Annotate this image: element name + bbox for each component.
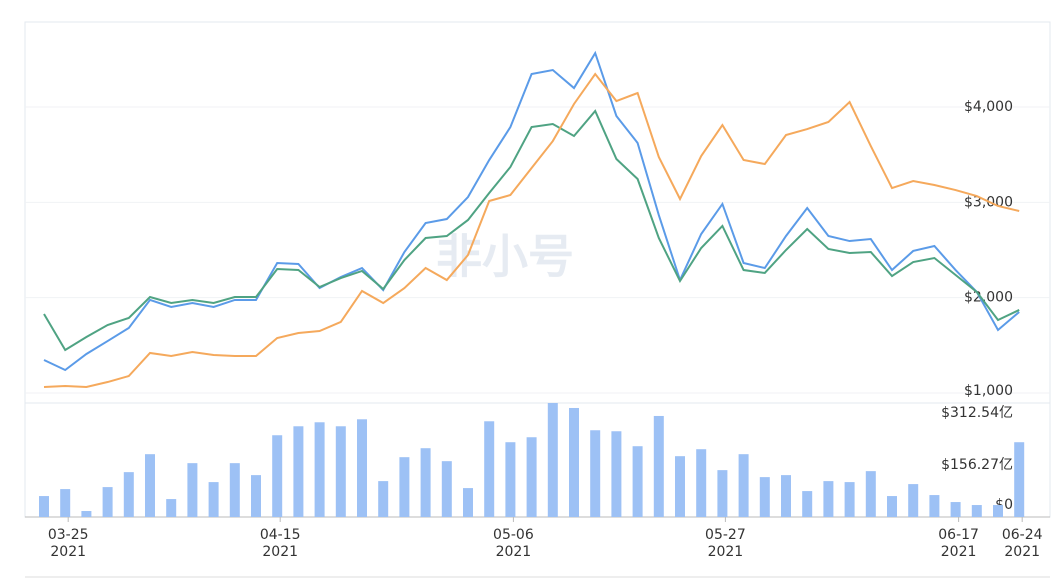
volume-bar bbox=[314, 422, 325, 517]
volume-bar bbox=[251, 475, 261, 517]
x-tick-label: 06-17 bbox=[938, 527, 979, 543]
volume-bar bbox=[590, 430, 601, 517]
volume-bar bbox=[229, 463, 240, 517]
price-line bbox=[43, 72, 1020, 388]
volume-bar bbox=[166, 499, 177, 517]
volume-bar bbox=[781, 475, 791, 517]
volume-bar bbox=[123, 472, 134, 517]
volume-bar bbox=[823, 481, 834, 517]
volume-bar bbox=[505, 442, 516, 517]
volume-bar bbox=[357, 419, 367, 517]
x-tick-label: 05-27 bbox=[705, 527, 746, 543]
volume-bar bbox=[484, 421, 495, 517]
volume-bar bbox=[463, 488, 473, 517]
x-tick-year: 2021 bbox=[50, 544, 86, 560]
volume-bar bbox=[81, 511, 92, 517]
volume-bar bbox=[717, 470, 728, 517]
volume-bar bbox=[272, 435, 283, 517]
x-tick-year: 2021 bbox=[496, 544, 532, 560]
volume-bar bbox=[844, 482, 855, 517]
volume-bar bbox=[102, 487, 113, 517]
x-tick-year: 2021 bbox=[708, 544, 744, 560]
volume-bar bbox=[60, 489, 71, 517]
volume-bar bbox=[420, 448, 431, 517]
volume-bar bbox=[187, 463, 198, 517]
price-line bbox=[43, 109, 1020, 352]
volume-bar bbox=[145, 454, 155, 517]
volume-bar bbox=[738, 454, 749, 517]
volume-bar bbox=[208, 482, 219, 517]
volume-bar bbox=[569, 407, 579, 517]
volume-bar bbox=[611, 431, 622, 517]
price-line bbox=[43, 50, 1020, 372]
x-tick-label: 05-06 bbox=[493, 527, 534, 543]
volume-bar bbox=[526, 437, 537, 517]
volume-bar bbox=[929, 495, 940, 517]
y-tick-label: $2,000 bbox=[964, 290, 1013, 306]
volume-bar bbox=[993, 505, 1003, 517]
watermark: 非小号 bbox=[436, 230, 574, 284]
volume-bar bbox=[441, 461, 452, 517]
y-tick-label: $4,000 bbox=[964, 99, 1013, 115]
x-tick-year: 2021 bbox=[941, 544, 977, 560]
volume-bar bbox=[632, 446, 643, 517]
volume-bar bbox=[950, 502, 961, 517]
volume-bar bbox=[865, 471, 876, 517]
x-tick-label: 06-24 bbox=[1002, 527, 1043, 543]
volume-bar bbox=[675, 456, 685, 517]
volume-bar bbox=[653, 415, 664, 517]
y-tick-label: $1,000 bbox=[964, 383, 1013, 399]
y-tick-label: $312.54亿 bbox=[941, 405, 1013, 421]
volume-bar bbox=[335, 426, 346, 517]
y-tick-label: $156.27亿 bbox=[941, 457, 1013, 473]
volume-bar bbox=[971, 505, 982, 517]
volume-bar bbox=[759, 477, 770, 517]
volume-bar bbox=[696, 449, 707, 517]
x-tick-year: 2021 bbox=[1004, 544, 1040, 560]
volume-bar bbox=[547, 403, 558, 517]
volume-bar bbox=[399, 457, 410, 517]
volume-bar bbox=[802, 491, 813, 517]
x-tick-year: 2021 bbox=[262, 544, 298, 560]
volume-bar bbox=[293, 426, 304, 517]
volume-bar bbox=[887, 496, 897, 517]
x-tick-label: 03-25 bbox=[48, 527, 89, 543]
volume-bar bbox=[1014, 442, 1025, 517]
volume-bar bbox=[39, 496, 49, 517]
x-tick-label: 04-15 bbox=[260, 527, 301, 543]
volume-bar bbox=[378, 481, 389, 517]
volume-bar bbox=[908, 484, 919, 517]
